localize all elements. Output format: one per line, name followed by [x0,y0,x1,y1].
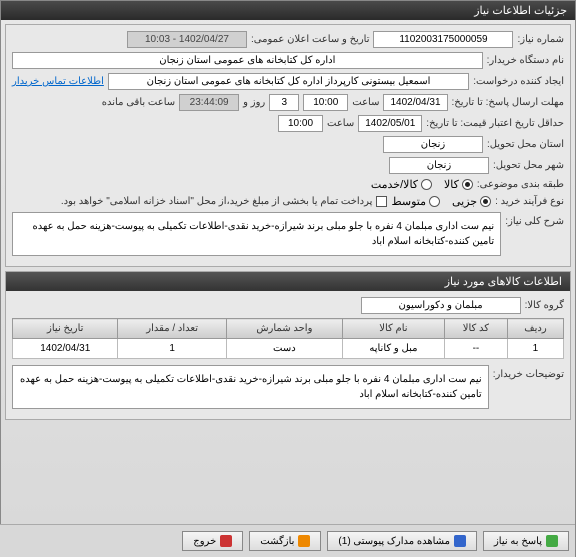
category-label: طبقه بندی موضوعی: [477,179,564,190]
radio-service[interactable]: کالا/خدمت [371,178,432,191]
attachments-button[interactable]: مشاهده مدارک پیوستی (1) [327,531,477,551]
deadline-remain-lbl: ساعت باقی مانده [102,97,175,108]
deadline-days-lbl: روز و [243,97,265,108]
th-code: کد کالا [444,319,507,339]
window-titlebar: جزئیات اطلاعات نیاز [1,1,575,20]
back-label: بازگشت [260,536,294,547]
th-date: تاریخ نیاز [13,319,118,339]
exit-label: خروج [193,536,216,547]
table-row[interactable]: 1 -- مبل و کاناپه دست 1 1402/04/31 [13,339,564,359]
group-field: مبلمان و دکوراسیون [361,297,521,314]
valid-date: 1402/05/01 [358,115,422,132]
creator-label: ایجاد کننده درخواست: [473,76,564,87]
city-field: زنجان [389,157,489,174]
buyer-label: نام دستگاه خریدار: [487,55,564,66]
respond-button[interactable]: پاسخ به نیاز [483,531,569,551]
buyer-notes-field: نیم ست اداری مبلمان 4 نفره با جلو مبلی ب… [12,365,489,409]
cell-date: 1402/04/31 [13,339,118,359]
cell-name: مبل و کاناپه [342,339,444,359]
radio-small[interactable]: جزیی [452,195,491,208]
radio-dot-icon [421,179,432,190]
items-table: ردیف کد کالا نام کالا واحد شمارش تعداد /… [12,318,564,359]
respond-label: پاسخ به نیاز [494,536,542,547]
province-label: استان محل تحویل: [487,139,564,150]
exit-icon [220,535,232,547]
th-qty: تعداد / مقدار [118,319,226,339]
process-label: نوع فرآیند خرید : [495,196,564,207]
exit-button[interactable]: خروج [182,531,243,551]
need-no-label: شماره نیاز: [517,34,564,45]
buyer-notes-label: توضیحات خریدار: [493,369,564,380]
deadline-label: مهلت ارسال پاسخ: تا تاریخ: [452,97,564,108]
contact-link[interactable]: اطلاعات تماس خریدار [12,76,104,87]
deadline-date: 1402/04/31 [383,94,447,111]
radio-medium[interactable]: متوسط [391,195,440,208]
th-row: ردیف [507,319,563,339]
table-header-row: ردیف کد کالا نام کالا واحد شمارش تعداد /… [13,319,564,339]
province-field: زنجان [383,136,483,153]
city-label: شهر محل تحویل: [493,160,564,171]
cell-qty: 1 [118,339,226,359]
desc-field: نیم ست اداری مبلمان 4 نفره با جلو مبلی ب… [12,212,501,256]
attach-icon [454,535,466,547]
announce-field: 1402/04/27 - 10:03 [127,31,247,48]
attach-label: مشاهده مدارک پیوستی (1) [338,536,450,547]
main-window: جزئیات اطلاعات نیاز شماره نیاز: 11020031… [0,0,576,557]
radio-dot-icon [429,196,440,207]
cell-unit: دست [226,339,342,359]
need-no-field: 1102003175000059 [373,31,513,48]
cell-code: -- [444,339,507,359]
payment-label: پرداخت تمام یا بخشی از مبلغ خرید،از محل … [61,196,373,207]
buyer-field: اداره کل کتابخانه های عمومی استان زنجان [12,52,483,69]
category-radios: کالا کالا/خدمت [371,178,473,191]
deadline-days: 3 [269,94,299,111]
radio-kala-label: کالا [444,178,459,191]
valid-time: 10:00 [278,115,323,132]
footer-bar: پاسخ به نیاز مشاهده مدارک پیوستی (1) باز… [0,524,575,557]
payment-checkbox[interactable] [376,196,387,207]
deadline-time: 10:00 [303,94,348,111]
items-panel-header: اطلاعات کالاهای مورد نیاز [6,272,570,291]
valid-label: حداقل تاریخ اعتبار قیمت: تا تاریخ: [426,118,564,129]
radio-small-label: جزیی [452,195,477,208]
desc-label: شرح کلی نیاز: [505,216,564,227]
creator-field: اسمعیل بیستونی کارپرداز اداره کل کتابخان… [108,73,469,90]
cell-row: 1 [507,339,563,359]
radio-kala[interactable]: کالا [444,178,473,191]
need-info-panel: شماره نیاز: 1102003175000059 تاریخ و ساع… [5,24,571,267]
back-button[interactable]: بازگشت [249,531,321,551]
radio-dot-icon [480,196,491,207]
window-title: جزئیات اطلاعات نیاز [474,5,567,17]
check-icon [546,535,558,547]
group-label: گروه کالا: [525,300,564,311]
back-icon [298,535,310,547]
items-panel: اطلاعات کالاهای مورد نیاز گروه کالا: مبل… [5,271,571,420]
th-unit: واحد شمارش [226,319,342,339]
radio-dot-icon [462,179,473,190]
announce-label: تاریخ و ساعت اعلان عمومی: [251,34,370,45]
th-name: نام کالا [342,319,444,339]
deadline-remain: 23:44:09 [179,94,239,111]
deadline-time-lbl: ساعت [352,97,379,108]
process-radios: جزیی متوسط [391,195,491,208]
valid-time-lbl: ساعت [327,118,354,129]
radio-service-label: کالا/خدمت [371,178,418,191]
radio-medium-label: متوسط [391,195,426,208]
